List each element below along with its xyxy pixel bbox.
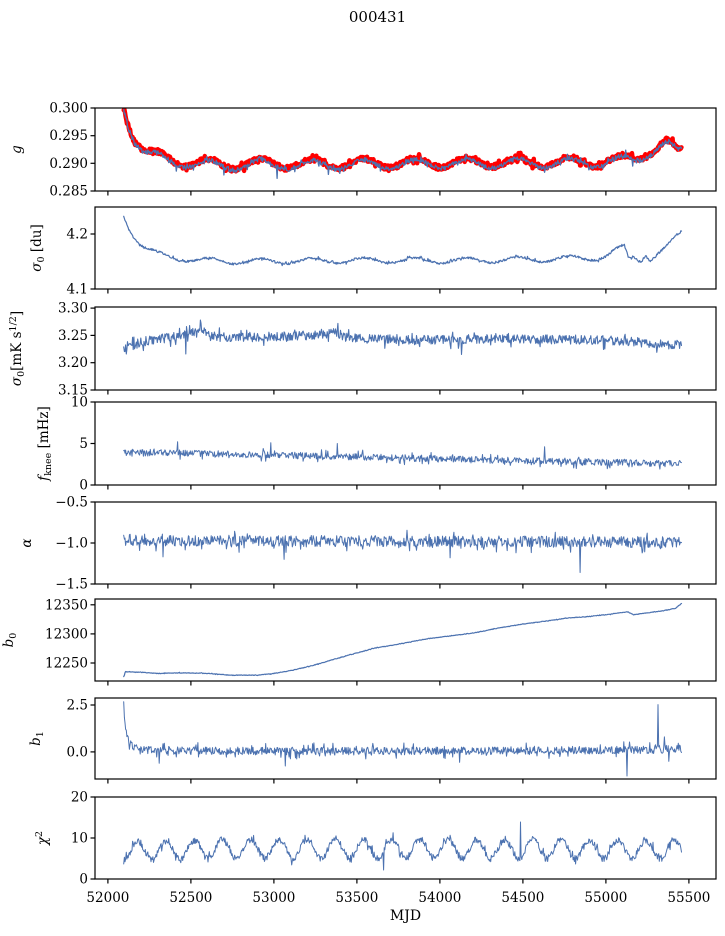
panel-chi2-x-ticks [107,879,690,884]
panel-alpha-y-ticks: −1.5 −1.0 −0.5 [55,495,95,593]
x-tick-label: 52500 [169,890,212,906]
y-tick-label: 10 [71,831,88,847]
y-tick-label: 3.15 [58,383,88,399]
panel-sigma0-du-x-ticks [107,289,690,294]
y-tick-label: 10 [71,395,88,411]
panel-b1-y-label: b1 [28,731,46,746]
y-tick-label: 12350 [45,597,88,613]
panel-b1-y-ticks: 0.0 2.5 [67,698,95,760]
y-tick-label: 5 [79,436,88,452]
series-chi2 [123,821,682,871]
panel-sigma0-du: 4.1 4.2 σ0 [du] [29,206,717,298]
panel-sigma0-mks-y-ticks: 3.15 3.20 3.25 3.30 [58,301,95,399]
panel-b1-frame [94,697,717,780]
panel-fknee-y-ticks: 0 5 10 [71,395,95,494]
panel-b1-series [123,701,682,777]
figure-title: 000431 [348,8,407,26]
panel-sigma0-mks-series [123,319,683,356]
x-tick-labels: 52000 52500 53000 53500 54000 54500 55000 55500 [86,890,710,906]
panel-sigma0-du-y-ticks: 4.1 4.2 [67,227,95,298]
y-tick-label: 0.300 [49,101,88,117]
y-tick-label: 0.0 [67,744,88,760]
panel-g-frame [94,107,717,192]
panel-chi2-y-ticks: 0 10 20 [71,790,95,888]
panel-fknee-x-ticks [107,485,690,490]
panel-g-series [121,108,684,179]
y-tick-label: −0.5 [55,495,88,511]
panel-sigma0-du-y-label: σ0 [du] [29,224,47,271]
y-tick-label: 0 [79,478,88,494]
x-tick-label: 52000 [86,890,129,906]
panel-alpha-x-ticks [107,584,690,589]
panel-fknee-frame [94,401,717,486]
panel-chi2-series [123,821,682,871]
panel-b0: 12250 12300 12350 b0 [1,597,717,686]
panel-chi2-y-label: χ2 [34,831,51,846]
series-fknee [123,441,682,470]
panel-g-y-label: g [9,145,25,154]
panel-sigma0-mks: 3.15 3.20 3.25 3.30 σ0[mK s1/2] [8,301,717,399]
y-tick-label: 3.30 [58,301,88,317]
panel-alpha-series [123,529,682,573]
y-tick-label: 3.25 [58,328,88,344]
panel-sigma0-du-frame [94,206,717,290]
panel-alpha-y-label: α [19,538,35,547]
y-tick-label: 4.1 [67,282,88,298]
panel-sigma0-mks-x-ticks [107,390,690,395]
x-tick-label: 53000 [252,890,295,906]
panel-g-x-ticks [107,191,690,196]
x-tick-label: 53500 [335,890,378,906]
panel-sigma0-mks-frame [94,306,717,391]
panel-b0-y-label: b0 [1,633,19,648]
panel-fknee-y-label: fknee [mHz] [36,406,54,482]
panel-sigma0-du-series [123,215,683,267]
y-tick-label: −1.0 [55,536,88,552]
panel-b0-y-ticks: 12250 12300 12350 [45,597,95,672]
y-tick-label: −1.5 [55,577,88,593]
panel-b0-x-ticks [107,681,690,686]
panel-sigma0-mks-y-label: σ0[mK s1/2] [8,311,27,386]
panel-g-y-ticks: 0.285 0.290 0.295 0.300 [49,101,95,200]
series-b1 [123,701,682,777]
panel-b1-x-ticks [107,779,690,784]
panel-chi2-frame [94,796,717,880]
panel-b0-series [123,602,683,678]
y-tick-label: 4.2 [67,227,88,243]
series-sigma0-du [123,215,683,267]
y-tick-label: 12250 [45,656,88,672]
y-tick-label: 20 [71,790,88,806]
x-tick-label: 55000 [584,890,627,906]
panel-alpha: −1.5 −1.0 −0.5 α [19,495,717,593]
panel-b1: 0.0 2.5 b1 [28,697,717,784]
y-tick-label: 0.285 [49,184,88,200]
y-tick-label: 12300 [45,626,88,642]
series-b0 [123,602,683,678]
panel-fknee: 0 5 10 fknee [mHz] [36,395,717,494]
x-tick-label: 55500 [667,890,710,906]
panel-chi2: 0 10 20 χ2 [34,790,717,888]
x-tick-label: 54500 [501,890,544,906]
y-tick-label: 2.5 [67,698,88,714]
y-tick-label: 0.290 [49,156,88,172]
panel-fknee-series [123,441,682,470]
series-gain-fit [123,108,683,179]
x-axis-label: MJD [389,908,422,924]
y-tick-label: 0.295 [49,128,88,144]
y-tick-label: 0 [79,872,88,888]
x-tick-label: 54000 [418,890,461,906]
panel-g: 0.285 0.290 0.295 0.300 g [9,101,717,200]
panel-b0-frame [94,598,717,682]
y-tick-label: 3.20 [58,355,88,371]
series-alpha [123,529,682,573]
series-sigma0-mks [123,319,683,356]
